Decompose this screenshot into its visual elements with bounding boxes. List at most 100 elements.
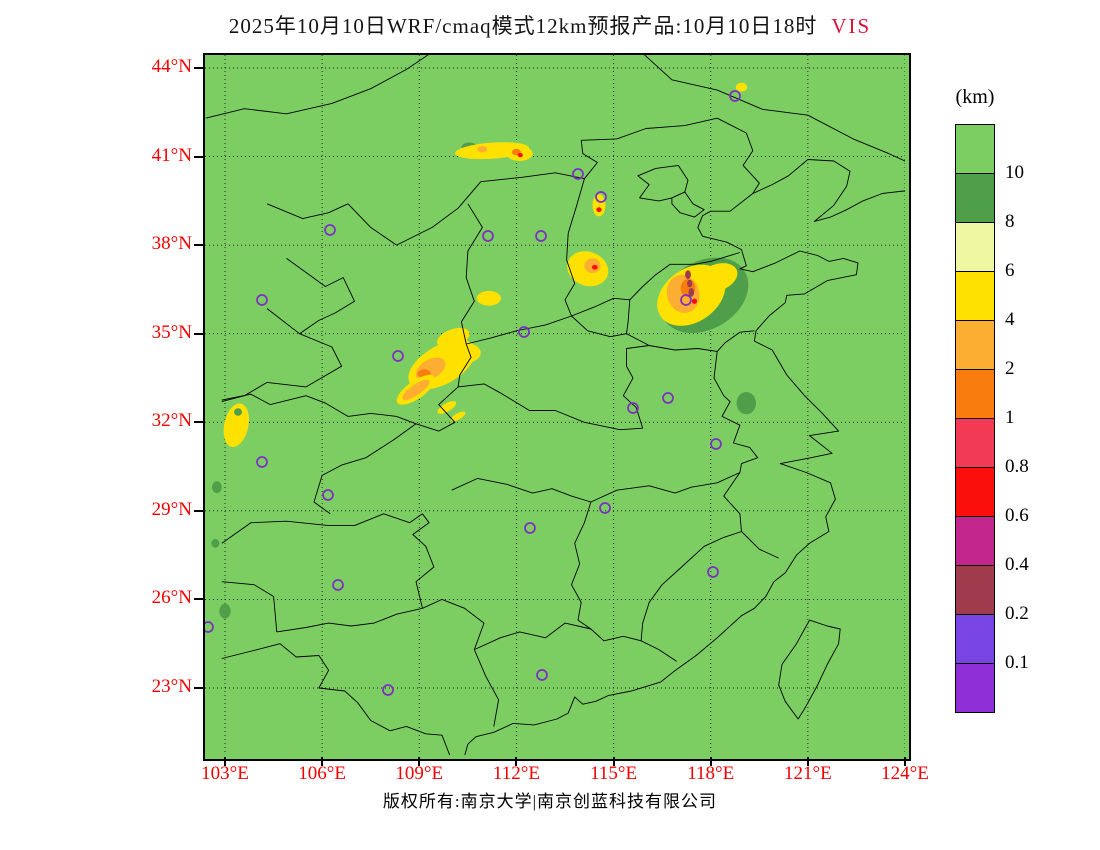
station-marker — [707, 566, 719, 578]
legend-tick-label: 6 — [1005, 260, 1015, 281]
boundary-line — [571, 501, 592, 630]
lon-tick — [515, 757, 518, 766]
boundary-line — [778, 619, 841, 720]
station-marker — [256, 456, 268, 468]
lon-label: 121°E — [783, 763, 832, 784]
boundary-line — [451, 472, 741, 503]
legend-segment — [955, 516, 995, 566]
lat-tick — [194, 509, 203, 512]
station-marker — [322, 489, 334, 501]
legend-segment — [955, 271, 995, 321]
boundary-line — [389, 725, 451, 755]
lon-label: 106°E — [298, 763, 346, 784]
visibility-patch — [592, 194, 606, 217]
lat-tick — [194, 686, 203, 689]
station-marker — [599, 502, 611, 514]
boundary-line — [571, 315, 627, 338]
legend-segment — [955, 467, 995, 517]
boundary-line — [286, 258, 355, 335]
visibility-patch — [685, 270, 691, 280]
lat-label: 32°N — [151, 410, 192, 432]
legend-tick-label: 0.4 — [1005, 554, 1029, 575]
lon-tick — [904, 757, 906, 766]
boundary-line — [347, 181, 482, 246]
boundary-line — [205, 55, 429, 119]
boundary-line — [622, 345, 650, 429]
boundary-line — [480, 140, 598, 183]
copyright-text: 版权所有:南京大学|南京创蓝科技有限公司 — [382, 792, 718, 811]
visibility-patch — [517, 153, 523, 158]
boundary-line — [221, 308, 343, 403]
boundary-line — [221, 343, 472, 432]
lon-label: 109°E — [395, 763, 444, 784]
lon-label: 115°E — [590, 763, 638, 784]
station-marker — [324, 224, 336, 236]
legend-tick-label: 8 — [1005, 211, 1015, 232]
boundary-line — [741, 531, 779, 559]
legend-segment — [955, 614, 995, 664]
lon-tick — [321, 757, 324, 766]
legend-tick-label: 0.8 — [1005, 456, 1029, 477]
boundary-line — [266, 203, 349, 220]
lat-tick — [194, 155, 203, 158]
lat-label: 26°N — [151, 587, 192, 609]
visibility-patch — [687, 279, 693, 288]
station-marker — [627, 402, 639, 414]
legend-tick-label: 0.2 — [1005, 603, 1029, 624]
visibility-patch — [688, 288, 695, 297]
legend-tick-label: 4 — [1005, 309, 1015, 330]
station-marker — [392, 350, 404, 362]
station-marker — [710, 438, 722, 450]
boundary-line — [464, 159, 905, 755]
visibility-patch — [211, 538, 220, 548]
boundary-line — [466, 178, 585, 345]
boundary-line — [221, 643, 391, 732]
station-marker — [595, 191, 607, 203]
station-marker — [729, 90, 741, 102]
station-marker — [332, 579, 344, 591]
station-marker — [382, 684, 394, 696]
visibility-patch — [476, 290, 501, 306]
station-marker — [256, 294, 268, 306]
legend-segment — [955, 565, 995, 615]
lat-tick — [194, 67, 203, 69]
figure-title: 2025年10月10日WRF/cmaq模式12km预报产品:10月10日18时 V… — [0, 10, 1100, 40]
visibility-patch — [219, 603, 231, 619]
visibility-patch — [696, 263, 738, 293]
station-marker — [572, 168, 584, 180]
lon-label: 103°E — [201, 763, 249, 784]
boundary-line — [640, 531, 742, 641]
lat-tick — [194, 244, 203, 247]
boundary-line — [460, 203, 483, 345]
lon-tick — [418, 757, 421, 766]
colorbar: 10 8 6 4 2 1 0.8 0.6 0.4 0.2 0.1 — [955, 124, 1029, 713]
legend-segment — [955, 222, 995, 272]
legend-segment — [955, 320, 995, 370]
station-marker — [536, 669, 548, 681]
lon-label: 124°E — [881, 763, 929, 784]
lon-tick — [612, 757, 615, 766]
station-marker — [205, 621, 214, 633]
lat-label: 29°N — [151, 498, 192, 520]
legend-tick-label: 10 — [1005, 162, 1024, 183]
lat-label: 35°N — [151, 321, 192, 343]
title-variable-vis: VIS — [831, 14, 872, 38]
boundary-line — [723, 472, 742, 532]
boundary-line — [474, 622, 677, 662]
station-marker — [662, 392, 674, 404]
legend-segment — [955, 124, 995, 174]
legend-segment — [955, 418, 995, 468]
legend-tick-label: 0.6 — [1005, 505, 1029, 526]
boundary-line — [313, 475, 331, 515]
boundary-line — [581, 117, 760, 194]
boundary-line — [637, 164, 689, 202]
visibility-patch — [596, 207, 602, 213]
visibility-patch — [736, 392, 756, 415]
visibility-patch — [735, 82, 748, 92]
boundary-line — [644, 55, 905, 162]
lat-label: 38°N — [151, 233, 192, 255]
lat-label: 41°N — [151, 144, 192, 166]
map-canvas — [205, 55, 905, 755]
boundary-line — [458, 383, 643, 431]
legend-tick-label: 2 — [1005, 358, 1015, 379]
